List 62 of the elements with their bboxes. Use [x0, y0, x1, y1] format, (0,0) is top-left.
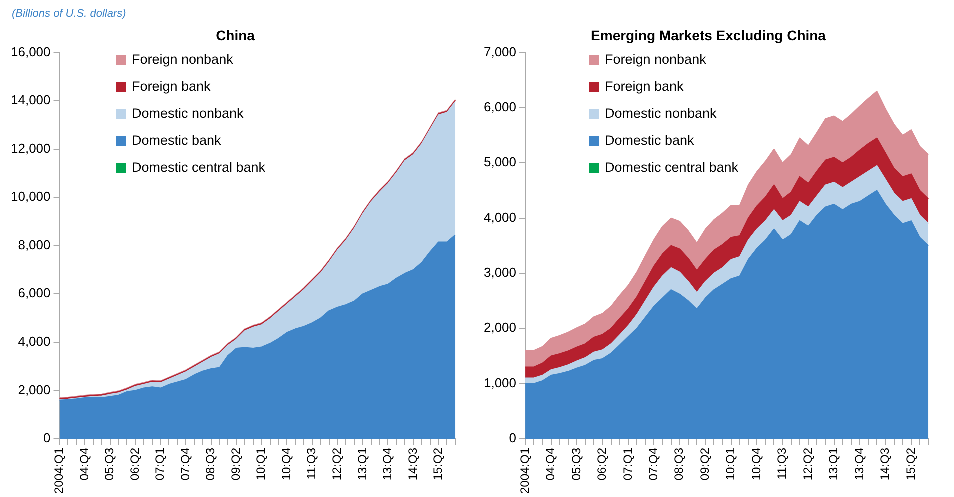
legend-label: Domestic nonbank: [132, 106, 244, 121]
x-tick-label: 10:Q1: [724, 448, 738, 481]
y-tick-label: 3,000: [484, 265, 517, 280]
x-tick-label: 13:Q1: [355, 448, 370, 481]
y-tick-label: 10,000: [10, 189, 51, 204]
x-tick-label: 10:Q4: [279, 448, 294, 481]
x-tick-label: 08:Q3: [672, 448, 686, 481]
legend-label: Domestic central bank: [132, 160, 266, 175]
y-tick-label: 5,000: [484, 154, 517, 170]
x-tick-label: 11:Q3: [775, 448, 790, 480]
x-tick-label: 04:Q4: [77, 448, 92, 481]
x-tick-label: 15:Q2: [904, 448, 918, 481]
legend-label: Domestic central bank: [605, 160, 739, 175]
y-tick-label: 0: [509, 430, 517, 446]
legend-label: Foreign nonbank: [132, 52, 234, 67]
y-tick-label: 7,000: [484, 44, 517, 60]
y-tick-label: 14,000: [10, 92, 51, 108]
x-tick-label: 14:Q3: [878, 448, 892, 481]
y-tick-label: 0: [44, 430, 51, 446]
x-tick-label: 06:Q2: [595, 448, 610, 481]
text: (Billions of U.S. dollars): [12, 8, 126, 20]
x-tick-label: 12:Q2: [330, 448, 344, 481]
legend-label: Domestic bank: [605, 133, 694, 148]
x-tick-label: 06:Q2: [128, 448, 142, 481]
x-tick-label: 13:Q4: [852, 448, 866, 481]
y-tick-label: 4,000: [18, 334, 51, 349]
legend-label: Domestic bank: [132, 133, 222, 148]
x-tick-label: 05:Q3: [102, 448, 117, 481]
y-tick-label: 8,000: [18, 237, 51, 252]
x-tick-label: 07:Q1: [153, 448, 168, 481]
x-tick-label: 09:Q2: [228, 448, 243, 481]
y-tick-label: 16,000: [10, 44, 51, 60]
x-tick-label: 08:Q3: [204, 448, 218, 481]
y-tick-label: 4,000: [484, 210, 517, 225]
x-tick-label: 10:Q1: [254, 448, 268, 481]
x-tick-label: 07:Q4: [646, 448, 660, 481]
chart-title: China: [216, 27, 256, 44]
x-tick-label: 07:Q1: [620, 448, 635, 481]
legend-label: Foreign nonbank: [605, 52, 706, 67]
x-tick-label: 11:Q3: [304, 448, 319, 480]
x-tick-label: 2004:Q1: [52, 448, 66, 494]
x-tick-label: 13:Q4: [380, 448, 395, 481]
x-tick-label: 10:Q4: [749, 448, 764, 481]
x-tick-label: 14:Q3: [406, 448, 420, 481]
x-tick-label: 2004:Q1: [518, 448, 532, 494]
x-tick-label: 04:Q4: [544, 448, 558, 481]
x-tick-label: 13:Q1: [826, 448, 841, 481]
x-tick-label: 07:Q4: [178, 448, 192, 481]
y-tick-label: 2,000: [18, 382, 51, 398]
y-tick-label: 6,000: [18, 286, 51, 301]
chart-title: Emerging Markets Excluding China: [591, 27, 826, 44]
legend-label: Foreign bank: [132, 79, 211, 94]
x-tick-label: 15:Q2: [431, 448, 446, 481]
legend-label: Foreign bank: [605, 79, 684, 94]
x-tick-label: 09:Q2: [698, 448, 712, 481]
x-tick-label: 12:Q2: [800, 448, 815, 481]
x-tick-label: 05:Q3: [569, 448, 584, 481]
y-tick-label: 2,000: [484, 320, 517, 336]
y-tick-label: 1,000: [484, 375, 517, 390]
y-tick-label: 6,000: [484, 100, 517, 115]
legend-label: Domestic nonbank: [605, 106, 717, 121]
y-tick-label: 12,000: [10, 140, 51, 156]
